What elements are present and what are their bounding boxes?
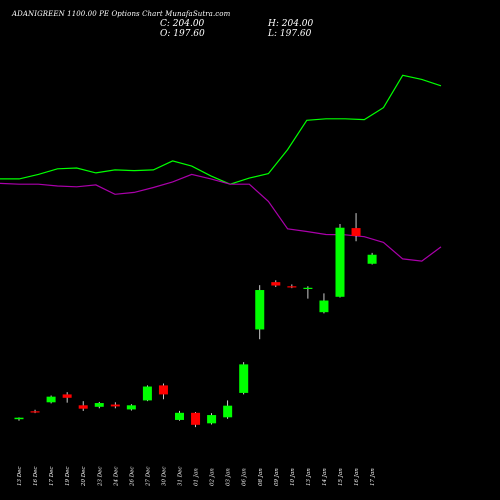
x-tick-label: 23 Dec <box>97 467 103 488</box>
candle <box>158 383 168 400</box>
candle <box>62 392 72 403</box>
x-tick-label: 31 Dec <box>178 467 184 487</box>
high-readout: H: 204.00 <box>268 19 314 29</box>
candle-body <box>223 405 233 418</box>
candle-body <box>303 287 313 289</box>
chart-title: ADANIGREEN 1100.00 PE Options Chart Muna… <box>12 10 231 18</box>
candle-body <box>207 415 217 424</box>
candle <box>175 410 184 421</box>
candle <box>255 285 265 340</box>
x-tick-label: 19 Dec <box>65 467 71 487</box>
lower-band-line <box>0 173 442 262</box>
candle <box>110 402 120 409</box>
x-tick-label: 08 Jan <box>258 468 264 486</box>
candle-body <box>94 403 104 407</box>
candle <box>303 286 313 299</box>
candle <box>287 284 297 289</box>
x-tick-label: 13 Jan <box>306 468 312 486</box>
close-readout: C: 204.00 <box>160 19 205 29</box>
candle-body <box>78 405 88 409</box>
candle-body <box>175 412 184 420</box>
candle-body <box>335 227 345 297</box>
x-axis-labels: 13 Dec 16 Dec 17 Dec 19 Dec 20 Dec 23 Dec 24 D… <box>17 467 376 488</box>
candle-body <box>62 394 72 398</box>
x-tick-label: 09 Jan <box>274 468 280 486</box>
candle-body <box>30 411 40 413</box>
candle-body <box>319 300 329 313</box>
x-tick-label: 03 Jan <box>226 468 232 486</box>
candle-body <box>287 286 297 288</box>
candle <box>78 401 88 411</box>
candle <box>14 417 24 421</box>
candle <box>94 401 104 409</box>
x-tick-label: 27 Dec <box>145 467 151 488</box>
candle-body <box>110 404 120 407</box>
x-tick-label: 17 Jan <box>370 468 376 486</box>
bands-layer <box>0 74 442 262</box>
x-tick-label: 24 Dec <box>113 467 119 488</box>
candle <box>367 252 377 265</box>
candle <box>351 213 361 242</box>
candle <box>191 412 201 428</box>
candles-layer <box>14 213 377 428</box>
x-tick-label: 20 Dec <box>81 467 87 488</box>
x-tick-label: 02 Jan <box>210 468 216 486</box>
x-tick-label: 06 Jan <box>242 468 248 486</box>
x-tick-label: 16 Dec <box>33 467 39 487</box>
candle <box>126 404 136 411</box>
x-tick-label: 15 Jan <box>338 468 344 486</box>
candle-body <box>142 386 152 401</box>
candle <box>319 293 329 314</box>
x-tick-label: 14 Jan <box>322 468 328 486</box>
candle-body <box>126 405 136 410</box>
x-tick-label: 16 Jan <box>354 468 360 486</box>
x-tick-label: 13 Dec <box>17 467 23 487</box>
candle-body <box>14 417 24 420</box>
candle-body <box>239 364 249 393</box>
candle <box>271 280 281 288</box>
candle-body <box>271 282 281 286</box>
x-tick-label: 01 Jan <box>194 468 200 486</box>
candle <box>223 400 233 419</box>
candle <box>239 362 249 395</box>
candle-body <box>367 254 377 264</box>
candle-body <box>46 396 56 403</box>
upper-band-line <box>0 74 442 185</box>
open-readout: O: 197.60 <box>160 29 205 39</box>
candle <box>142 385 152 402</box>
x-tick-label: 17 Dec <box>49 467 55 487</box>
candle <box>335 223 345 298</box>
x-tick-label: 26 Dec <box>129 467 135 488</box>
candle-body <box>351 228 361 236</box>
candle <box>207 413 217 425</box>
candle-body <box>255 290 265 330</box>
low-readout: L: 197.60 <box>268 29 312 39</box>
candle <box>30 409 40 414</box>
candle-body <box>158 385 168 395</box>
candle-body <box>191 412 201 425</box>
x-tick-label: 10 Jan <box>290 468 296 486</box>
candle <box>46 395 56 404</box>
x-tick-label: 30 Dec <box>162 467 168 487</box>
